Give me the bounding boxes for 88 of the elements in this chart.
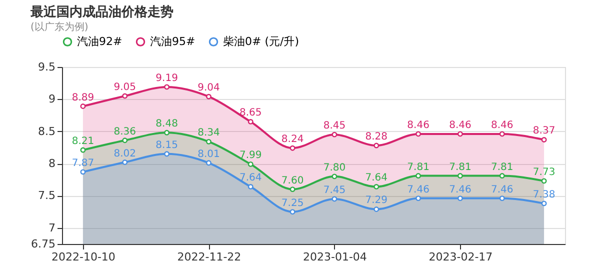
y-tick-label: 6.75	[31, 238, 56, 250]
data-label: 7.99	[239, 150, 262, 162]
y-tick-label: 9	[48, 92, 56, 106]
data-label: 9.05	[114, 82, 136, 93]
point	[290, 145, 296, 151]
data-label: 8.15	[156, 140, 178, 151]
point	[164, 84, 170, 90]
point	[457, 131, 463, 137]
point	[164, 130, 170, 136]
point	[80, 104, 86, 109]
point	[374, 142, 380, 148]
point	[457, 173, 463, 178]
x-tick-label: 2022-11-22	[177, 250, 242, 264]
point	[332, 174, 338, 180]
data-label: 8.24	[281, 134, 304, 146]
point	[122, 138, 128, 144]
chart-title: 最近国内成品油价格走势	[30, 4, 174, 20]
point	[248, 118, 254, 124]
data-label: 7.38	[532, 189, 556, 200]
point	[80, 169, 86, 175]
point	[332, 132, 338, 138]
data-label: 7.73	[532, 166, 556, 178]
point	[374, 206, 380, 212]
point	[206, 138, 212, 144]
data-label: 8.34	[198, 128, 220, 139]
data-label: 7.25	[281, 198, 304, 209]
data-label: 7.29	[365, 195, 388, 206]
point	[499, 196, 505, 202]
data-label: 8.89	[72, 92, 94, 104]
y-tick-label: 9.5	[38, 60, 56, 74]
y-tick-label: 8	[48, 157, 56, 170]
data-label: 7.45	[323, 184, 346, 196]
data-label: 7.87	[72, 158, 94, 169]
point	[80, 147, 86, 153]
point	[416, 196, 422, 202]
point	[248, 161, 254, 167]
x-tick-label: 2023-01-04	[302, 250, 367, 264]
data-label: 8.02	[114, 148, 136, 160]
data-label: 8.46	[449, 120, 472, 131]
point	[248, 184, 254, 190]
point	[332, 196, 338, 202]
data-label: 8.46	[407, 120, 430, 131]
point	[457, 196, 463, 202]
data-label: 8.01	[198, 148, 220, 160]
data-label: 8.37	[532, 126, 556, 137]
legend-label: 柴油0# (元/升)	[223, 34, 300, 48]
point	[541, 137, 547, 142]
data-label: 8.28	[365, 132, 388, 143]
data-label: 7.80	[323, 162, 346, 174]
point	[416, 173, 422, 178]
data-label: 8.46	[490, 120, 514, 131]
point	[374, 184, 380, 190]
point	[206, 160, 212, 166]
data-label: 7.81	[407, 162, 430, 173]
y-tick-label: 7.5	[38, 189, 56, 202]
point	[499, 173, 505, 178]
point	[290, 186, 296, 192]
data-label: 7.81	[490, 162, 514, 173]
data-label: 7.64	[239, 172, 262, 184]
point	[164, 151, 170, 157]
y-tick-label: 8.5	[38, 124, 56, 138]
data-label: 8.36	[114, 126, 136, 138]
data-label: 8.45	[323, 120, 346, 132]
data-label: 9.19	[156, 72, 178, 84]
point	[416, 131, 422, 137]
x-tick-label: 2022-10-10	[51, 250, 116, 264]
data-label: 7.46	[407, 184, 430, 196]
data-label: 7.46	[449, 184, 472, 196]
data-label: 7.46	[490, 184, 514, 196]
data-label: 7.64	[365, 172, 388, 184]
data-label: 8.21	[72, 136, 94, 148]
data-label: 9.04	[198, 82, 220, 94]
chart-subtitle: (以广东为例)	[30, 21, 88, 33]
point	[541, 178, 547, 184]
point	[499, 131, 505, 137]
data-label: 7.60	[281, 175, 304, 186]
point	[541, 200, 547, 206]
data-label: 8.48	[156, 118, 178, 130]
data-label: 7.81	[449, 162, 472, 173]
point	[206, 94, 212, 100]
point	[122, 160, 128, 165]
legend-label: 汽油95#	[150, 34, 196, 48]
x-tick-label: 2023-02-17	[428, 250, 493, 264]
data-label: 8.65	[239, 108, 262, 119]
point	[290, 209, 296, 215]
point	[122, 93, 128, 99]
y-tick-label: 7	[48, 221, 56, 234]
legend-label: 汽油92#	[77, 34, 122, 48]
